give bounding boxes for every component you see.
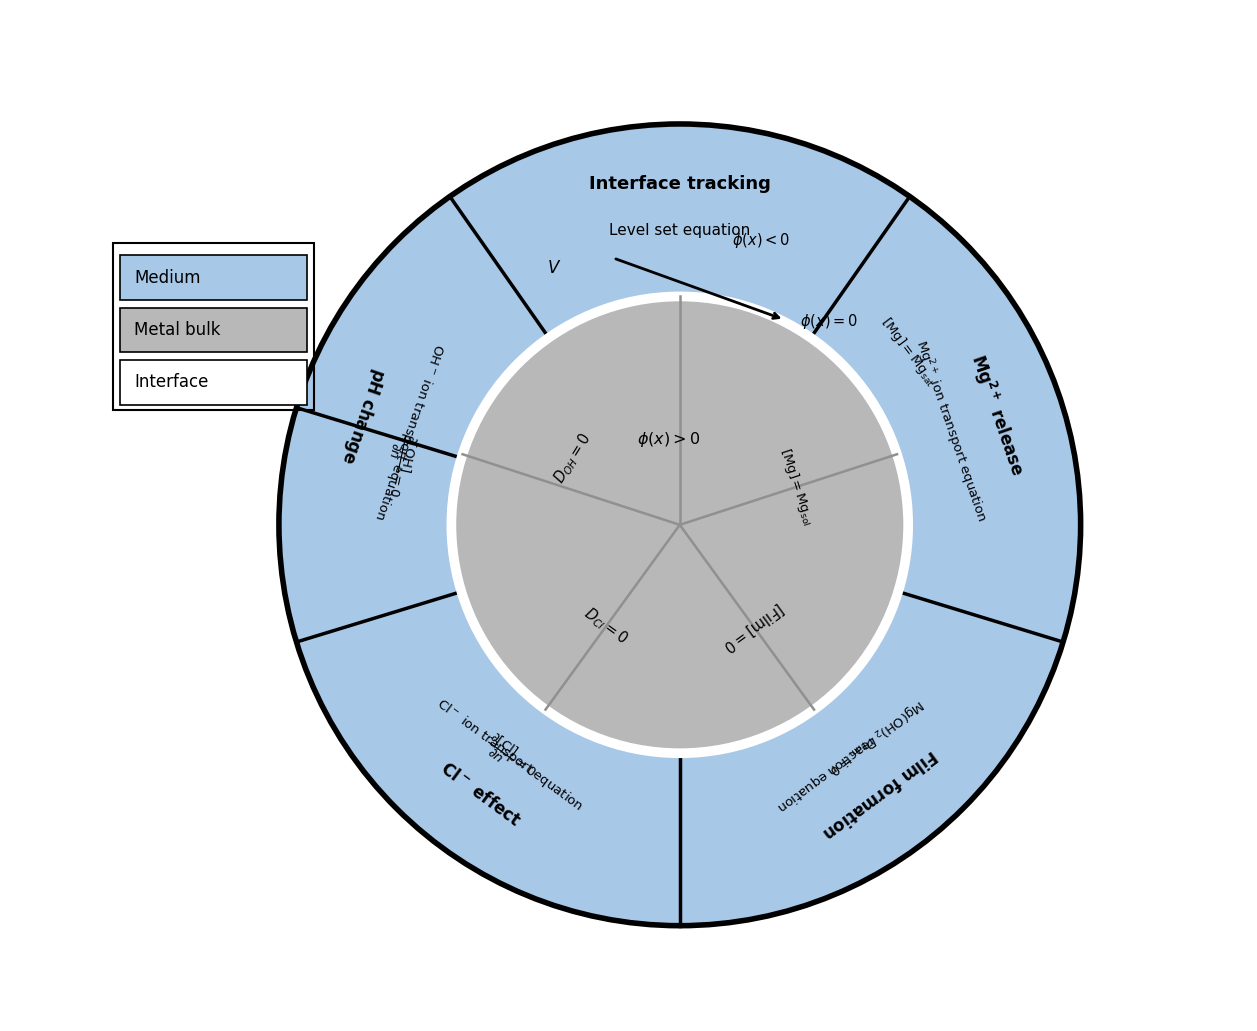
Text: $\bf{Film\ formation}$: $\bf{Film\ formation}$ (818, 745, 940, 842)
Text: $\mathrm{Cl^-}$ ion transport equation: $\mathrm{Cl^-}$ ion transport equation (432, 695, 586, 816)
Text: Interface: Interface (134, 373, 209, 391)
FancyBboxPatch shape (121, 307, 307, 353)
Text: $\mathrm{OH^-}$ ion transport equation: $\mathrm{OH^-}$ ion transport equation (371, 341, 447, 522)
Text: $\phi(x) > 0$: $\phi(x) > 0$ (637, 430, 700, 448)
Text: $[\mathrm{Mg}] = \mathrm{Mg_{sat}}$: $[\mathrm{Mg}] = \mathrm{Mg_{sat}}$ (877, 314, 940, 390)
Text: $\bf{Cl^-}$ $\bf{effect}$: $\bf{Cl^-}$ $\bf{effect}$ (437, 759, 524, 830)
Text: $[\mathrm{Film}] = 0$: $[\mathrm{Film}] = 0$ (720, 599, 787, 655)
Text: Interface tracking: Interface tracking (588, 175, 771, 193)
FancyBboxPatch shape (121, 360, 307, 404)
Text: Metal bulk: Metal bulk (134, 321, 221, 339)
Text: $\dfrac{\partial[\mathrm{OH}]}{\partial n} = 0$: $\dfrac{\partial[\mathrm{OH}]}{\partial … (378, 430, 420, 500)
FancyBboxPatch shape (121, 256, 307, 300)
Circle shape (451, 297, 908, 754)
Text: Medium: Medium (134, 269, 201, 287)
Text: $D_{Cl} = 0$: $D_{Cl} = 0$ (579, 604, 631, 648)
Text: $\bf{Mg^{2+}}$ $\bf{release}$: $\bf{Mg^{2+}}$ $\bf{release}$ (964, 352, 1028, 479)
Text: $V$: $V$ (547, 259, 562, 276)
Text: $\phi(x) = 0$: $\phi(x) = 0$ (799, 312, 857, 331)
Text: $\phi(x) < 0$: $\phi(x) < 0$ (733, 231, 791, 251)
Text: $\mathrm{Mg^{2+}}$ ion transport equation: $\mathrm{Mg^{2+}}$ ion transport equatio… (910, 338, 992, 525)
Circle shape (279, 124, 1081, 926)
Text: $D_{OH} = 0$: $D_{OH} = 0$ (551, 430, 596, 487)
Text: Level set equation: Level set equation (610, 223, 750, 238)
Text: $\mathrm{Mg(OH)_2}$ reaction equation: $\mathrm{Mg(OH)_2}$ reaction equation (773, 695, 928, 816)
Text: $D_{\mathrm{Film}} = 0$: $D_{\mathrm{Film}} = 0$ (826, 731, 880, 777)
Text: $\dfrac{\partial[\mathrm{Cl}]}{\partial n} = 0$: $\dfrac{\partial[\mathrm{Cl}]}{\partial … (479, 729, 543, 786)
Text: $[\mathrm{Mg}] = \mathrm{Mg_{sol}}$: $[\mathrm{Mg}] = \mathrm{Mg_{sol}}$ (777, 445, 817, 528)
Text: $\bf{pH\ change}$: $\bf{pH\ change}$ (336, 365, 390, 467)
